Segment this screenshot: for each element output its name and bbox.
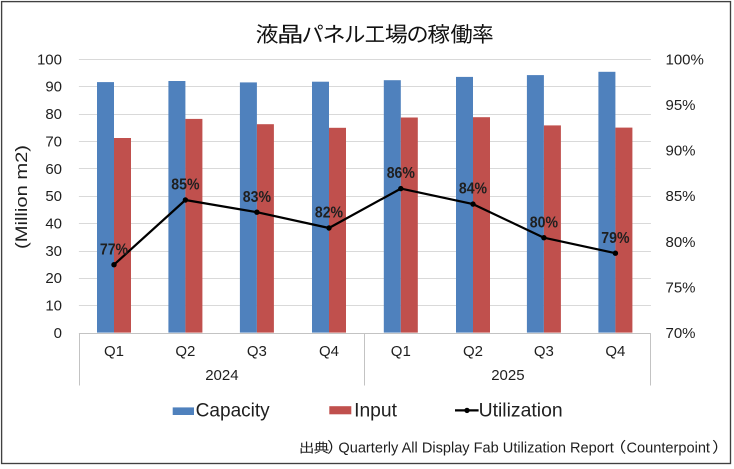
svg-text:Capacity: Capacity bbox=[196, 401, 271, 422]
svg-text:83%: 83% bbox=[243, 189, 271, 206]
svg-text:84%: 84% bbox=[459, 181, 487, 198]
svg-text:82%: 82% bbox=[315, 205, 343, 222]
svg-text:Q4: Q4 bbox=[605, 343, 625, 360]
svg-text:90: 90 bbox=[45, 79, 62, 96]
svg-text:Q1: Q1 bbox=[391, 343, 411, 360]
svg-text:85%: 85% bbox=[171, 177, 199, 194]
svg-text:79%: 79% bbox=[601, 230, 629, 247]
svg-text:Q3: Q3 bbox=[247, 343, 267, 360]
svg-text:Q2: Q2 bbox=[463, 343, 483, 360]
svg-text:(Million m2): (Million m2) bbox=[12, 145, 31, 249]
svg-text:80: 80 bbox=[45, 106, 62, 123]
svg-text:Q2: Q2 bbox=[175, 343, 195, 360]
svg-text:Q4: Q4 bbox=[319, 343, 339, 360]
svg-text:Q1: Q1 bbox=[104, 343, 124, 360]
svg-text:Quarterly All Display Fab Util: Quarterly All Display Fab Utilization Re… bbox=[338, 440, 614, 457]
svg-text:70: 70 bbox=[45, 133, 62, 150]
svg-text:70%: 70% bbox=[666, 325, 696, 342]
svg-text:60: 60 bbox=[45, 161, 62, 178]
svg-text:40: 40 bbox=[45, 216, 62, 233]
svg-text:20: 20 bbox=[45, 270, 62, 287]
svg-text:95%: 95% bbox=[666, 97, 696, 114]
svg-text:50: 50 bbox=[45, 188, 62, 205]
svg-text:Utilization: Utilization bbox=[479, 401, 563, 422]
svg-text:30: 30 bbox=[45, 243, 62, 260]
svg-text:100%: 100% bbox=[666, 51, 704, 68]
svg-text:77%: 77% bbox=[100, 241, 128, 258]
svg-text:90%: 90% bbox=[666, 143, 696, 160]
svg-text:85%: 85% bbox=[666, 188, 696, 205]
svg-text:100: 100 bbox=[37, 51, 62, 68]
svg-text:80%: 80% bbox=[530, 214, 558, 231]
svg-text:Input: Input bbox=[354, 401, 398, 422]
svg-text:Counterpoint: Counterpoint bbox=[627, 440, 711, 457]
svg-text:2025: 2025 bbox=[491, 367, 524, 384]
svg-text:0: 0 bbox=[54, 325, 62, 342]
svg-text:10: 10 bbox=[45, 298, 62, 315]
svg-text:86%: 86% bbox=[387, 165, 415, 182]
svg-text:Q3: Q3 bbox=[534, 343, 554, 360]
svg-text:2024: 2024 bbox=[205, 367, 238, 384]
svg-text:75%: 75% bbox=[666, 279, 696, 296]
svg-text:80%: 80% bbox=[666, 234, 696, 251]
